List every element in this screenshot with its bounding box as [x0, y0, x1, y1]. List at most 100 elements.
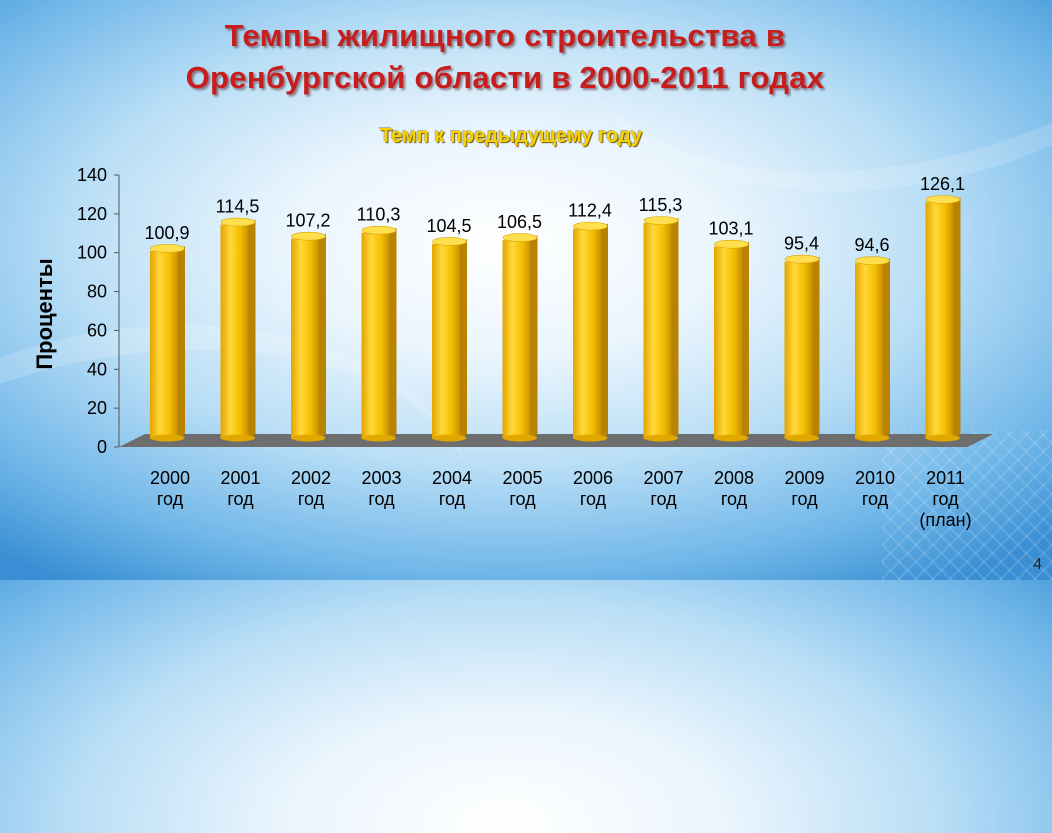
bar [361, 225, 397, 442]
data-label: 110,3 [357, 205, 401, 225]
bar-front [643, 222, 672, 439]
category-label: 2003 год [361, 468, 401, 509]
x-axis-labels: 2000 год 2001 год 2002 год 2003 год 2004 год 2005 г… [150, 468, 972, 530]
y-tick-label: 140 [77, 165, 107, 185]
bar-top [643, 216, 679, 225]
background-pattern [882, 430, 1052, 580]
bar [573, 221, 608, 442]
bar [643, 216, 679, 442]
y-axis: 0 20 40 60 80 100 120 140 [77, 165, 120, 457]
y-tick-label: 100 [77, 243, 107, 263]
data-labels: 100,9 114,5 107,2 110,3 104,5 106,5 112,4 115,3… [144, 174, 965, 255]
bar-base [291, 434, 326, 442]
y-tick-label: 20 [87, 398, 107, 418]
bar-top [925, 195, 961, 204]
category-label: 2008 год [714, 468, 754, 509]
data-label: 95,4 [784, 234, 819, 254]
category-label: 2001 год [220, 468, 260, 509]
category-label: 2002 год [291, 468, 331, 509]
category-label: 2010 год [855, 468, 895, 509]
y-tick-label: 80 [87, 282, 107, 302]
category-label: 2005 год [502, 468, 542, 509]
data-label: 115,3 [639, 195, 683, 215]
bar-base [503, 434, 537, 442]
chart-floor-plane [119, 434, 994, 447]
page-number: 4 [1033, 556, 1042, 573]
bar-side [178, 245, 185, 439]
bar-side [812, 256, 820, 439]
bar-base [855, 434, 890, 442]
bar [714, 239, 749, 442]
bar-base [150, 434, 185, 442]
y-tick-label: 60 [87, 320, 107, 340]
category-label: 2011 год (план) [919, 468, 971, 530]
bar-base [221, 434, 255, 442]
slide-title-line-2: Оренбургской области в 2000-2011 годах [185, 60, 825, 95]
bar [784, 254, 820, 442]
bar-top [432, 237, 467, 246]
bar-side [248, 219, 256, 439]
bar-side [883, 258, 890, 439]
bar-base [714, 434, 749, 442]
y-tick-label: 120 [77, 204, 107, 224]
bar-top [714, 239, 749, 249]
data-label: 112,4 [568, 201, 612, 221]
bar-series [150, 195, 961, 442]
slide-title-line-1: Темпы жилищного строительства в [224, 18, 786, 53]
data-label: 114,5 [216, 197, 260, 217]
bar-side [953, 197, 961, 439]
bar-side [530, 235, 538, 439]
category-label: 2009 год [784, 468, 824, 509]
bar-front [291, 238, 319, 439]
bar [432, 237, 467, 442]
y-tick-label: 0 [97, 437, 107, 457]
bar-front [925, 202, 954, 439]
bar-side [742, 241, 749, 439]
chart-title: Темп к предыдущему году [379, 125, 643, 147]
bar-front [432, 243, 460, 439]
y-tick-label: 40 [87, 359, 107, 379]
data-label: 106,5 [497, 212, 542, 232]
bar-top [220, 217, 256, 227]
bar-base [573, 434, 608, 442]
bar-top [784, 254, 820, 264]
bar-side [601, 223, 608, 439]
category-label: 2006 год [573, 468, 613, 509]
bar-side [460, 238, 467, 439]
bar-front [714, 246, 742, 439]
bar [855, 256, 890, 442]
bar-base [785, 434, 819, 442]
bar-base [644, 434, 678, 442]
bar [502, 233, 538, 442]
bar [291, 231, 326, 442]
bar-top [291, 231, 326, 241]
bar [150, 244, 185, 442]
bar-front [855, 263, 883, 439]
chart-floor [119, 434, 994, 447]
data-label: 104,5 [426, 216, 471, 236]
data-label: 103,1 [708, 219, 753, 239]
data-label: 107,2 [285, 211, 330, 231]
bar-front [220, 224, 249, 439]
bar-front [361, 232, 390, 439]
data-label: 126,1 [920, 174, 965, 194]
bar [925, 195, 961, 442]
bar-top [361, 225, 397, 235]
category-label: 2007 год [643, 468, 683, 509]
category-label: 2000 год [150, 468, 190, 509]
data-label: 100,9 [144, 223, 189, 243]
bar-base [362, 434, 396, 442]
bar-top [573, 221, 608, 231]
category-label: 2004 год [432, 468, 472, 509]
bar-top [150, 244, 185, 253]
bar-top [502, 233, 538, 242]
bar-front [573, 228, 601, 439]
bar-front [502, 240, 531, 439]
bar-base [432, 434, 467, 442]
bar-top [855, 256, 890, 266]
bar-front [784, 261, 813, 439]
data-label: 94,6 [854, 235, 889, 255]
bar-side [389, 227, 397, 439]
bar [220, 217, 256, 442]
